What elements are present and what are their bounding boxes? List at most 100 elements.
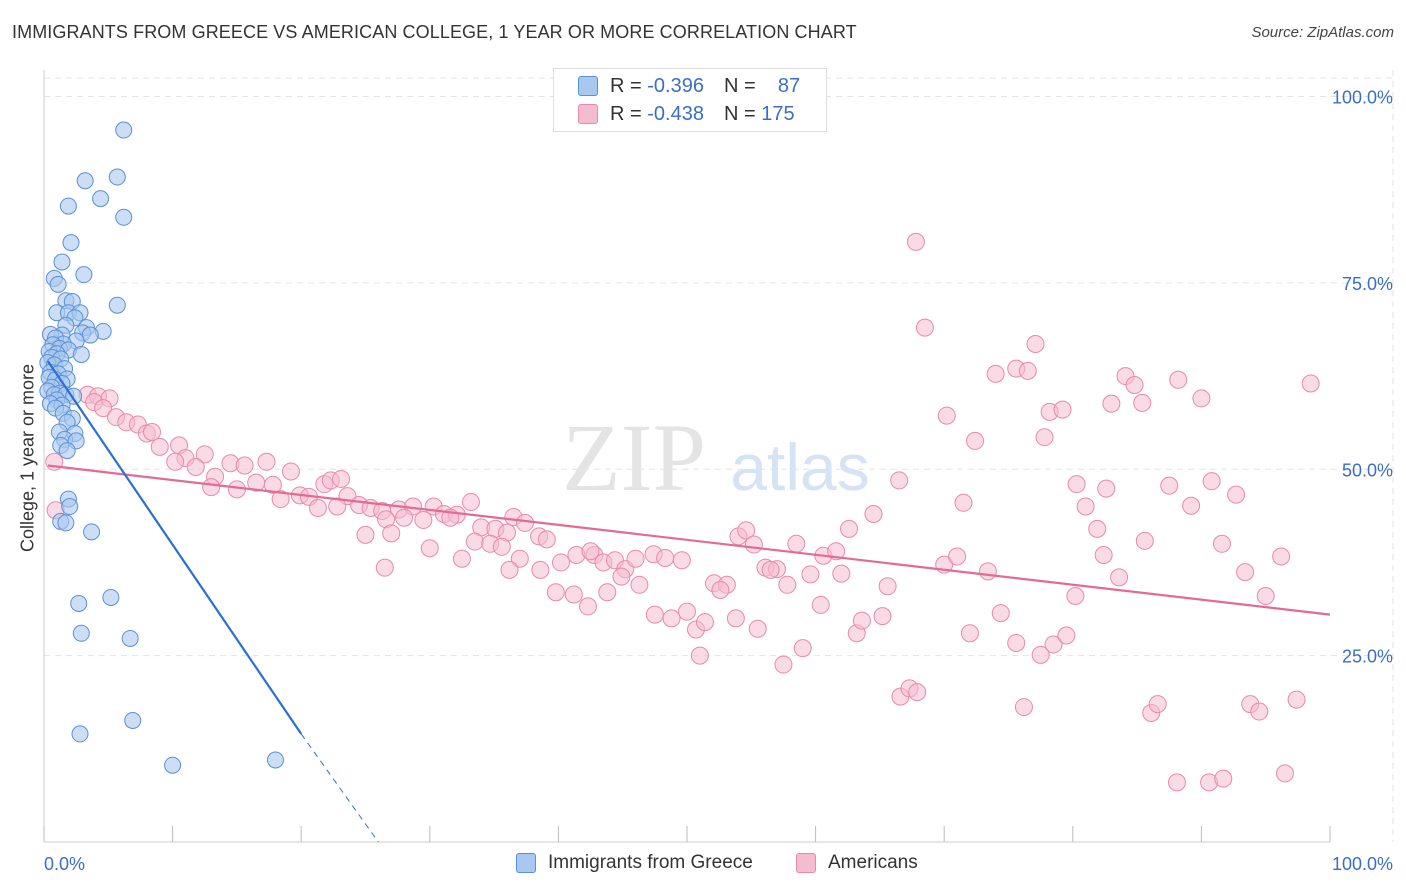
americans-point	[1110, 568, 1129, 587]
americans-point	[395, 508, 414, 527]
americans-point	[915, 318, 934, 337]
legend-n-value-americans: 175	[761, 102, 795, 125]
y-tick-label: 100.0%	[1332, 88, 1393, 108]
americans-point	[1227, 485, 1246, 504]
americans-point	[598, 583, 617, 602]
americans-point	[737, 521, 756, 540]
americans-point	[908, 683, 927, 702]
grid-lines	[44, 70, 1394, 842]
y-tick-label: 75.0%	[1342, 274, 1393, 294]
greece-point	[115, 121, 133, 139]
americans-point	[878, 577, 897, 596]
americans-point	[948, 547, 967, 566]
americans-point	[195, 445, 214, 464]
americans-point	[1044, 635, 1063, 654]
greece-points	[39, 121, 284, 774]
americans-point	[1067, 475, 1086, 494]
greece-point	[58, 442, 76, 460]
americans-point	[1053, 400, 1072, 419]
greece-trend-line	[46, 360, 303, 735]
americans-point	[937, 406, 956, 425]
legend-n-label: N =	[723, 102, 756, 125]
greece-point	[102, 588, 120, 606]
bottom-swatch-pink	[796, 853, 816, 873]
americans-point	[630, 575, 649, 594]
legend-n-value-greece: 87	[777, 74, 801, 97]
americans-point	[1026, 335, 1045, 354]
americans-point	[662, 609, 681, 628]
americans-point	[1275, 764, 1294, 783]
greece-point	[71, 725, 89, 743]
greece-point	[164, 756, 182, 774]
americans-point	[1094, 545, 1113, 564]
americans-point	[356, 525, 375, 544]
americans-point	[690, 646, 709, 665]
legend-row-greece: R = -0.396 N = 87	[578, 73, 800, 99]
y-axis-label: College, 1 year or more	[17, 363, 38, 553]
americans-point	[166, 452, 185, 471]
americans-point	[827, 542, 846, 561]
greece-point	[57, 514, 75, 532]
x-tick-label: 0.0%	[44, 854, 85, 874]
americans-point	[1250, 702, 1269, 721]
americans-point	[257, 452, 276, 471]
americans-point	[1097, 479, 1116, 498]
americans-point	[966, 431, 985, 450]
americans-point	[308, 499, 327, 518]
greece-point	[121, 629, 139, 647]
americans-point	[672, 551, 691, 570]
americans-point	[1035, 428, 1054, 447]
americans-point	[1125, 376, 1144, 395]
legend-swatch-pink	[578, 104, 598, 124]
y-tick-label: 50.0%	[1342, 460, 1393, 480]
americans-point	[578, 597, 597, 616]
americans-point	[656, 548, 675, 567]
americans-point	[1057, 626, 1076, 645]
chart-title: IMMIGRANTS FROM GREECE VS AMERICAN COLLE…	[12, 22, 857, 42]
greece-point	[72, 345, 90, 363]
americans-point	[696, 613, 715, 632]
americans-point	[890, 471, 909, 490]
americans-points	[45, 232, 1320, 792]
americans-point	[500, 560, 519, 579]
stats-legend: R = -0.396 N = 87 R = -0.438 N = 175	[553, 68, 827, 132]
americans-point	[281, 462, 300, 481]
tick-labels: 25.0% 50.0% 75.0% 100.0% 0.0% 100.0%	[44, 88, 1393, 875]
americans-point	[774, 655, 793, 674]
americans-point	[150, 437, 169, 456]
source-label: Source: ZipAtlas.com	[1251, 24, 1394, 41]
americans-point	[1102, 394, 1121, 413]
americans-point	[510, 549, 529, 568]
americans-point	[801, 565, 820, 584]
americans-point	[564, 585, 583, 604]
greece-point	[75, 266, 93, 284]
americans-point	[465, 532, 484, 551]
americans-point	[414, 510, 433, 529]
americans-point	[787, 534, 806, 553]
americans-trend-line	[47, 464, 1331, 616]
americans-point	[515, 513, 534, 532]
americans-point	[840, 519, 859, 538]
legend-r-value-greece: -0.396	[647, 74, 704, 97]
americans-point	[906, 232, 925, 251]
americans-point	[1212, 534, 1231, 553]
legend-swatch-blue	[578, 76, 598, 96]
americans-point	[1007, 633, 1026, 652]
americans-point	[531, 560, 550, 579]
americans-point	[954, 493, 973, 512]
americans-point	[1256, 586, 1275, 605]
trend-lines	[46, 360, 1331, 843]
americans-point	[960, 624, 979, 643]
americans-point	[1014, 698, 1033, 717]
americans-point	[537, 530, 556, 549]
americans-point	[1287, 690, 1306, 709]
greece-point	[49, 275, 67, 293]
americans-point	[1148, 695, 1167, 714]
americans-point	[1088, 519, 1107, 538]
americans-point	[986, 364, 1005, 383]
americans-point	[452, 549, 471, 568]
americans-point	[1182, 496, 1201, 515]
americans-point	[811, 595, 830, 614]
greece-point	[59, 197, 77, 215]
